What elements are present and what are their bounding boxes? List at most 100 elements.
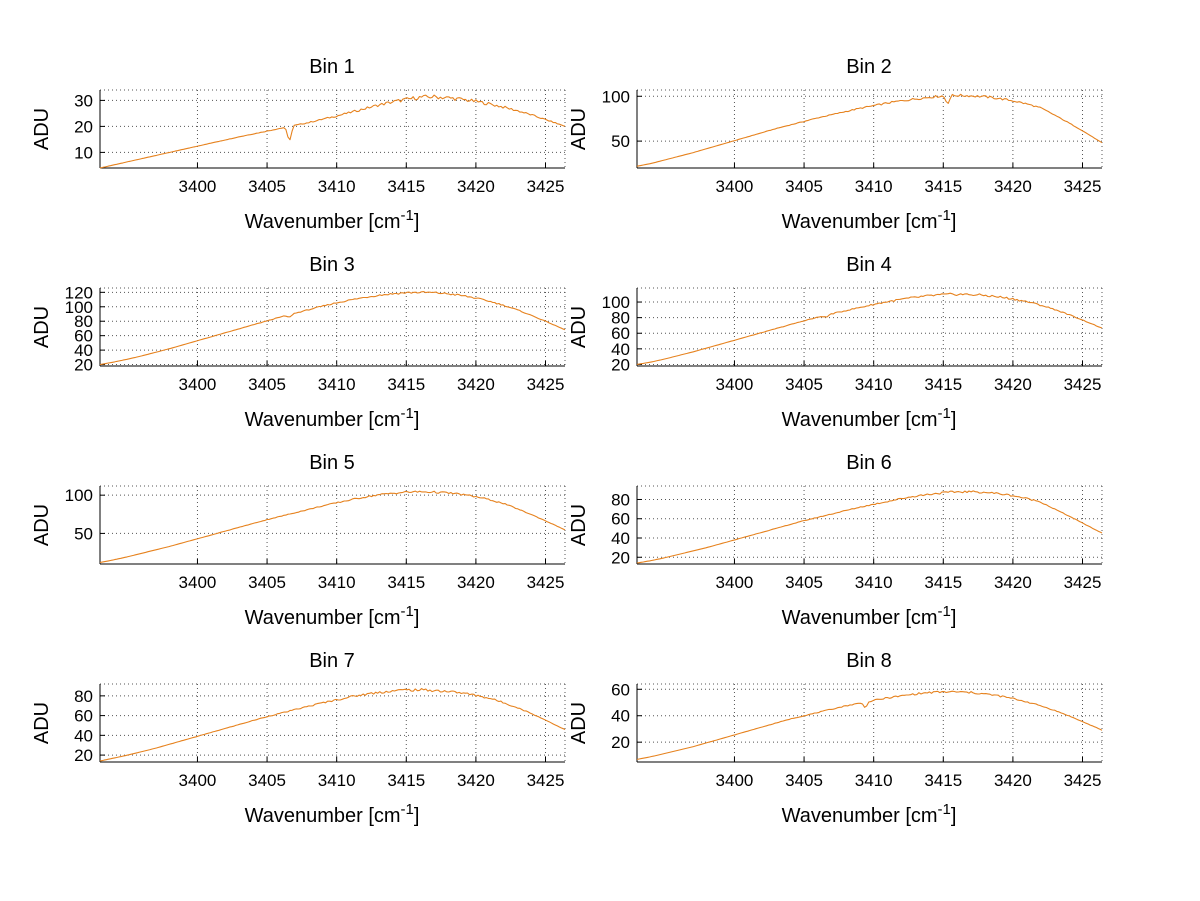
svg-text:3420: 3420 (457, 573, 495, 592)
svg-text:100: 100 (65, 298, 93, 317)
svg-text:3410: 3410 (855, 573, 893, 592)
svg-text:20: 20 (74, 117, 93, 136)
x-axis-label-end: ] (414, 607, 420, 629)
svg-text:3400: 3400 (179, 573, 217, 592)
svg-text:80: 80 (74, 312, 93, 331)
subplot-title: Bin 2 (846, 56, 892, 78)
x-axis-label-text: Wavenumber [cm (245, 409, 401, 431)
svg-text:3405: 3405 (785, 573, 823, 592)
svg-text:40: 40 (611, 340, 630, 359)
x-axis-label-text: Wavenumber [cm (245, 607, 401, 629)
svg-text:40: 40 (74, 341, 93, 360)
subplot-bin-2: 3400 3405 3410 3415 3420 3425 50 100 Bin 2 ADU … (568, 40, 1106, 238)
svg-text:3425: 3425 (527, 375, 565, 394)
x-axis-label-sup: -1 (401, 207, 414, 224)
x-axis-label-text: Wavenumber [cm (245, 211, 401, 233)
subplot-title: Bin 8 (846, 650, 892, 672)
svg-text:3420: 3420 (457, 771, 495, 790)
x-axis-label: Wavenumber [cm-1] (245, 405, 420, 431)
svg-text:3425: 3425 (527, 177, 565, 196)
svg-text:3405: 3405 (785, 177, 823, 196)
svg-text:60: 60 (74, 707, 93, 726)
svg-text:80: 80 (611, 309, 630, 328)
x-axis-label-sup: -1 (938, 801, 951, 818)
y-axis-label: ADU (32, 108, 53, 150)
x-axis-label-text: Wavenumber [cm (782, 409, 938, 431)
svg-text:3425: 3425 (527, 573, 565, 592)
subplot-bin-8: 3400 3405 3410 3415 3420 3425 20 40 60 Bin 8 ADU… (568, 634, 1106, 832)
svg-text:20: 20 (611, 733, 630, 752)
subplot-bin-6: 3400 3405 3410 3415 3420 3425 20 40 60 80 Bin 6 A… (568, 436, 1106, 634)
svg-text:20: 20 (74, 356, 93, 375)
x-axis-label: Wavenumber [cm-1] (782, 405, 957, 431)
svg-text:100: 100 (602, 293, 630, 312)
svg-text:3405: 3405 (248, 573, 286, 592)
svg-text:60: 60 (611, 324, 630, 343)
x-axis-label-end: ] (414, 805, 420, 827)
svg-text:3415: 3415 (924, 573, 962, 592)
svg-text:3415: 3415 (924, 771, 962, 790)
svg-text:3400: 3400 (716, 771, 754, 790)
x-axis-label-sup: -1 (401, 801, 414, 818)
y-axis-label: ADU (32, 702, 53, 744)
x-axis-label: Wavenumber [cm-1] (782, 207, 957, 233)
y-axis-label: ADU (32, 504, 53, 546)
svg-text:3410: 3410 (318, 573, 356, 592)
svg-text:3400: 3400 (179, 177, 217, 196)
svg-text:30: 30 (74, 91, 93, 110)
svg-text:3415: 3415 (387, 573, 425, 592)
x-axis-label-text: Wavenumber [cm (782, 211, 938, 233)
svg-text:50: 50 (611, 132, 630, 151)
svg-text:3420: 3420 (457, 375, 495, 394)
svg-text:50: 50 (74, 524, 93, 543)
svg-text:80: 80 (611, 490, 630, 509)
svg-text:3405: 3405 (785, 771, 823, 790)
y-axis-label: ADU (569, 108, 590, 150)
svg-text:3415: 3415 (387, 771, 425, 790)
svg-text:100: 100 (602, 87, 630, 106)
svg-text:60: 60 (611, 680, 630, 699)
svg-text:60: 60 (611, 510, 630, 529)
svg-text:3400: 3400 (179, 375, 217, 394)
svg-text:3415: 3415 (387, 177, 425, 196)
x-axis-label-sup: -1 (401, 405, 414, 422)
svg-text:3400: 3400 (716, 375, 754, 394)
x-axis-label-end: ] (951, 409, 957, 431)
subplot-title: Bin 4 (846, 254, 892, 276)
subplot-bin-1: 3400 3405 3410 3415 3420 3425 10 20 30 Bin 1 ADU… (31, 40, 569, 238)
x-axis-label-sup: -1 (938, 405, 951, 422)
svg-text:100: 100 (65, 486, 93, 505)
svg-text:3425: 3425 (527, 771, 565, 790)
subplot-bin-5: 3400 3405 3410 3415 3420 3425 50 100 Bin 5 ADU … (31, 436, 569, 634)
x-axis-label-text: Wavenumber [cm (782, 607, 938, 629)
x-axis-label-sup: -1 (938, 207, 951, 224)
x-axis-label-end: ] (951, 211, 957, 233)
svg-text:3425: 3425 (1064, 771, 1102, 790)
chart-canvas: 3400 3405 3410 3415 3420 3425 20 40 60 Bin 8 ADU… (568, 650, 1103, 827)
x-axis-label: Wavenumber [cm-1] (782, 603, 957, 629)
x-axis-label-end: ] (414, 211, 420, 233)
svg-text:3400: 3400 (716, 177, 754, 196)
svg-text:3415: 3415 (924, 375, 962, 394)
svg-text:120: 120 (65, 283, 93, 302)
svg-text:3410: 3410 (318, 375, 356, 394)
x-axis-label: Wavenumber [cm-1] (245, 603, 420, 629)
subplot-title: Bin 6 (846, 452, 892, 474)
y-axis-label: ADU (569, 702, 590, 744)
svg-text:3410: 3410 (318, 177, 356, 196)
svg-text:3420: 3420 (994, 573, 1032, 592)
svg-text:40: 40 (74, 726, 93, 745)
svg-text:3405: 3405 (248, 177, 286, 196)
svg-text:3405: 3405 (248, 771, 286, 790)
x-axis-label: Wavenumber [cm-1] (245, 207, 420, 233)
svg-text:3425: 3425 (1064, 375, 1102, 394)
subplot-title: Bin 7 (309, 650, 355, 672)
svg-text:80: 80 (74, 687, 93, 706)
svg-text:3405: 3405 (785, 375, 823, 394)
svg-text:3410: 3410 (855, 771, 893, 790)
svg-text:3410: 3410 (318, 771, 356, 790)
svg-text:3400: 3400 (716, 573, 754, 592)
